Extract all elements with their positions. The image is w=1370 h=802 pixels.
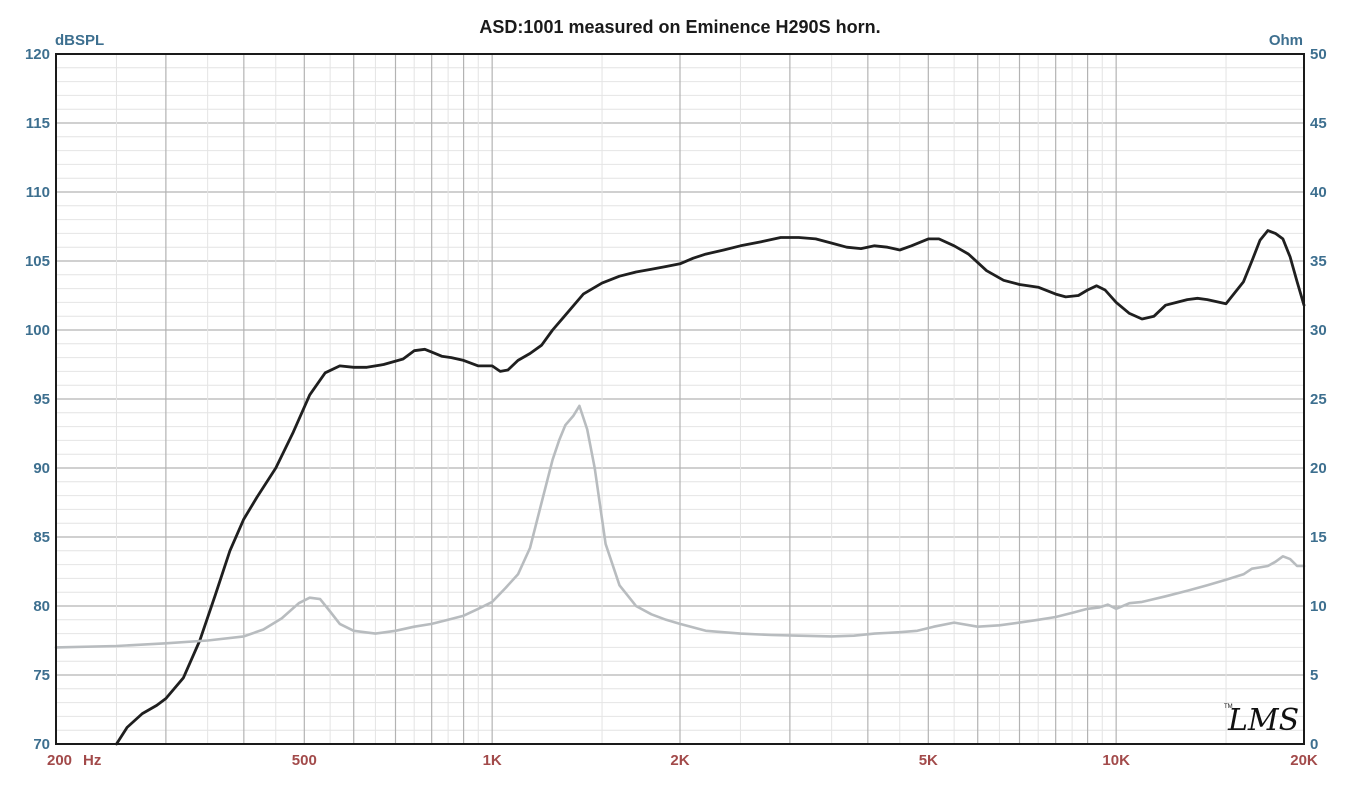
right-y-tick-label: 35 bbox=[1310, 253, 1327, 270]
left-axis-unit: dBSPL bbox=[55, 32, 104, 49]
x-tick-label: 5K bbox=[919, 752, 938, 769]
right-y-tick-label: 5 bbox=[1310, 667, 1318, 684]
left-y-tick-label: 80 bbox=[33, 598, 50, 615]
right-y-tick-label: 40 bbox=[1310, 184, 1327, 201]
left-y-tick-label: 85 bbox=[33, 529, 50, 546]
label-layer: 1201151101051009590858075705045403530252… bbox=[25, 46, 1327, 769]
spl-curve bbox=[115, 229, 1306, 746]
left-y-tick-label: 120 bbox=[25, 46, 50, 63]
lms-logo: LMS TM bbox=[1224, 703, 1299, 738]
left-y-tick-label: 90 bbox=[33, 460, 50, 477]
right-y-tick-label: 45 bbox=[1310, 115, 1327, 132]
x-axis-unit: Hz bbox=[83, 752, 101, 769]
x-tick-label: 10K bbox=[1102, 752, 1130, 769]
left-y-tick-label: 110 bbox=[26, 184, 50, 201]
right-y-tick-label: 20 bbox=[1310, 460, 1327, 477]
right-y-tick-label: 10 bbox=[1310, 598, 1327, 615]
x-tick-label: 200 bbox=[47, 752, 72, 769]
x-tick-label: 2K bbox=[670, 752, 689, 769]
left-y-tick-label: 75 bbox=[33, 667, 50, 684]
plot-frame bbox=[55, 53, 1305, 745]
curve-layer bbox=[54, 229, 1306, 746]
trademark-mark: TM bbox=[1224, 704, 1233, 710]
left-y-tick-label: 115 bbox=[26, 115, 50, 132]
left-y-tick-label: 95 bbox=[33, 391, 50, 408]
right-y-tick-label: 0 bbox=[1310, 736, 1318, 753]
grid-layer bbox=[56, 54, 1304, 744]
right-y-tick-label: 15 bbox=[1310, 529, 1327, 546]
right-y-tick-label: 30 bbox=[1310, 322, 1327, 339]
right-axis-unit: Ohm bbox=[1269, 32, 1303, 49]
left-y-tick-label: 70 bbox=[33, 736, 50, 753]
left-y-tick-label: 105 bbox=[25, 253, 50, 270]
right-y-tick-label: 25 bbox=[1310, 391, 1327, 408]
left-y-tick-label: 100 bbox=[25, 322, 50, 339]
x-tick-label: 20K bbox=[1290, 752, 1318, 769]
x-tick-label: 1K bbox=[483, 752, 502, 769]
impedance-curve bbox=[54, 404, 1306, 649]
right-y-tick-label: 50 bbox=[1310, 46, 1327, 63]
lms-logo-text: LMS bbox=[1227, 703, 1299, 738]
x-tick-label: 500 bbox=[292, 752, 317, 769]
chart-title: ASD:1001 measured on Eminence H290S horn… bbox=[479, 17, 880, 37]
